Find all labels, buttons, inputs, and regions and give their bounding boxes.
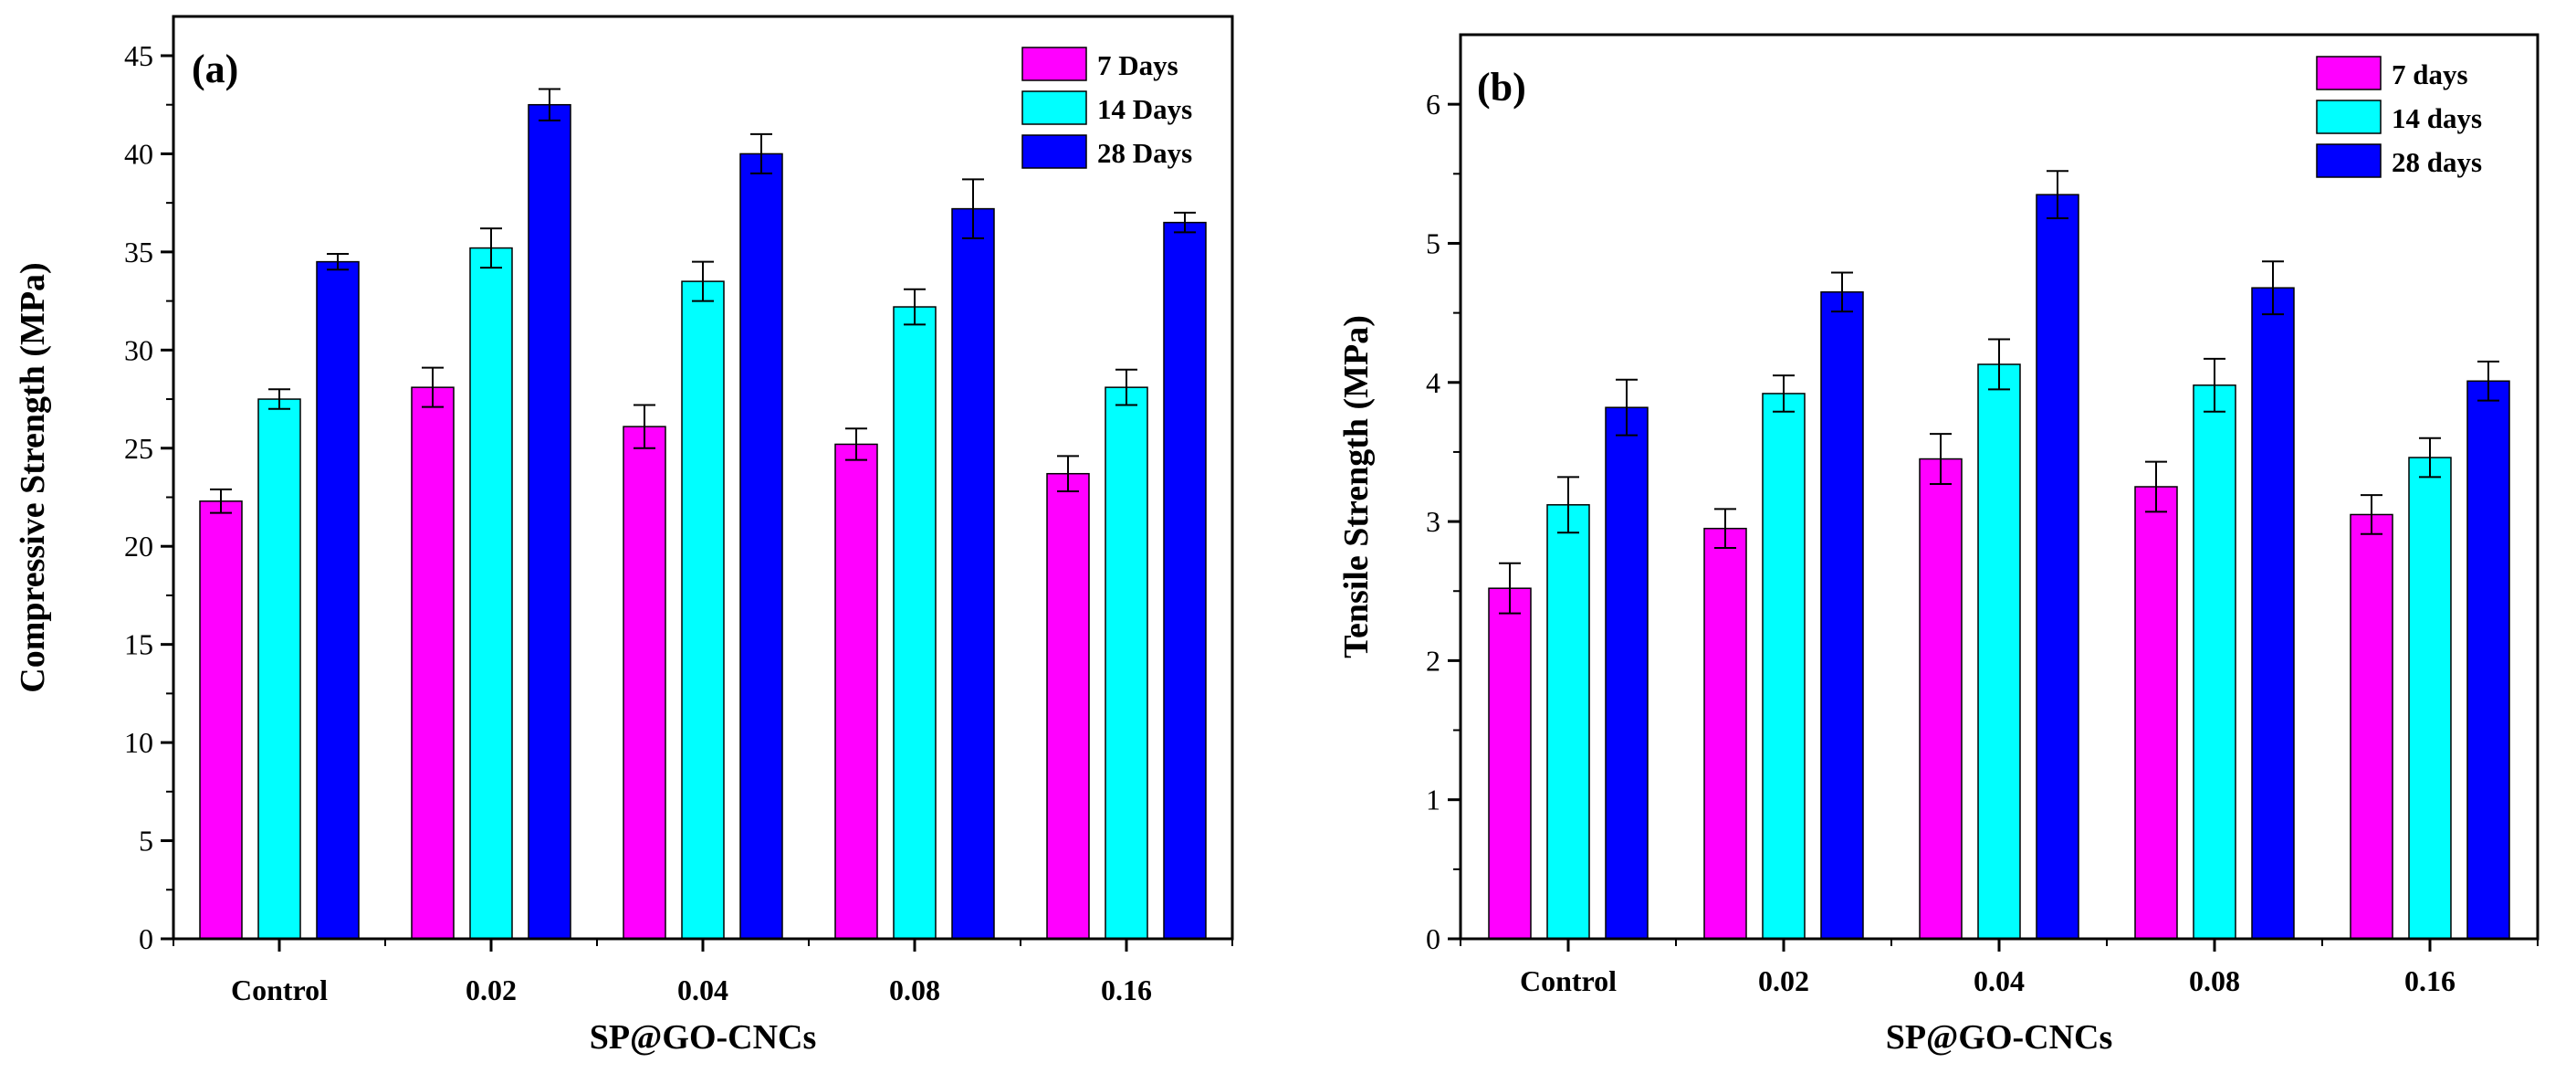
y-tick-label: 10: [124, 726, 153, 759]
panel-label: (a): [192, 47, 238, 91]
bar-14-days: [257, 398, 301, 940]
legend-label: 14 Days: [1097, 93, 1192, 125]
y-tick-label: 30: [124, 333, 153, 366]
y-tick-label: 5: [139, 825, 153, 858]
x-tick-label: 0.04: [677, 973, 728, 1006]
bar-7-days: [1919, 458, 1963, 940]
legend-label: 14 days: [2392, 102, 2482, 134]
x-tick-label: 0.02: [1758, 964, 1809, 997]
legend-label: 7 Days: [1097, 49, 1178, 81]
y-tick-label: 20: [124, 530, 153, 563]
bar-28-days: [1820, 291, 1864, 940]
x-tick-label: 0.16: [1101, 973, 1152, 1006]
x-tick-label: Control: [231, 973, 328, 1006]
y-tick-label: 0: [1426, 922, 1440, 955]
bar-14-days: [2408, 457, 2452, 940]
bar-14-days: [469, 247, 513, 940]
x-tick-label: 0.08: [2189, 964, 2240, 997]
legend-swatch: [2316, 56, 2382, 90]
bar-14-days: [1977, 363, 2021, 940]
bar-7-days: [1046, 472, 1090, 940]
x-tick-label: 0.08: [889, 973, 940, 1006]
bar-28-days: [1605, 406, 1649, 940]
y-axis-title: Tensile Strength (MPa): [1337, 315, 1376, 658]
legend-label: 7 days: [2392, 58, 2468, 90]
bar-28-days: [528, 103, 571, 940]
bar-7-days: [411, 386, 455, 940]
y-tick-label: 0: [139, 922, 153, 955]
bar-14-days: [681, 280, 725, 940]
x-tick-label: 0.04: [1974, 964, 2025, 997]
legend-label: 28 days: [2392, 146, 2482, 178]
y-tick-label: 25: [124, 432, 153, 465]
bar-28-days: [2251, 287, 2295, 940]
bar-7-days: [1703, 527, 1747, 940]
x-axis-title: SP@GO-CNCs: [1886, 1018, 2113, 1057]
legend-swatch: [2316, 143, 2382, 178]
y-tick-label: 6: [1426, 88, 1440, 121]
bar-7-days: [2134, 486, 2178, 940]
y-tick-label: 2: [1426, 644, 1440, 677]
bar-7-days: [1488, 587, 1532, 940]
legend-swatch: [1021, 134, 1087, 169]
bar-14-days: [1762, 393, 1806, 940]
bar-14-days: [2193, 384, 2236, 940]
y-tick-label: 40: [124, 137, 153, 170]
bar-7-days: [834, 443, 878, 940]
y-tick-label: 3: [1426, 505, 1440, 538]
chart-compressive-strength: 0 5 10 15 20 25 30 35 40 45 Control 0.02 0.04 0.08 0.1…: [14, 15, 1234, 1057]
legend-swatch: [1021, 90, 1087, 125]
bar-28-days: [316, 260, 360, 940]
y-tick-label: 5: [1426, 226, 1440, 259]
y-axis-title: Compressive Strength (MPa): [14, 262, 52, 692]
y-tick-label: 15: [124, 628, 153, 661]
y-tick-label: 4: [1426, 366, 1440, 399]
bar-14-days: [1105, 386, 1148, 940]
x-tick-label: 0.02: [466, 973, 517, 1006]
panel-label: (b): [1477, 65, 1526, 110]
legend-swatch: [2316, 100, 2382, 134]
bar-7-days: [199, 500, 243, 940]
x-axis-title: SP@GO-CNCs: [590, 1018, 817, 1057]
legend-swatch: [1021, 47, 1087, 81]
bar-28-days: [1163, 221, 1207, 940]
y-tick-label: 1: [1426, 784, 1440, 816]
bar-7-days: [623, 426, 666, 940]
bar-14-days: [893, 306, 937, 940]
x-tick-label: 0.16: [2404, 964, 2456, 997]
y-tick-label: 35: [124, 236, 153, 268]
bar-28-days: [2466, 380, 2510, 940]
chart-tensile-strength: 0 1 2 3 4 5 6 Control 0.02 0.04 0.08 0.16 Tensile St…: [1337, 33, 2539, 1057]
bar-28-days: [739, 153, 783, 940]
bar-28-days: [2036, 194, 2079, 940]
legend-label: 28 Days: [1097, 137, 1192, 169]
bar-7-days: [2350, 513, 2393, 940]
y-tick-label: 45: [124, 39, 153, 72]
x-tick-label: Control: [1520, 964, 1617, 997]
bar-14-days: [1546, 504, 1590, 940]
bar-28-days: [951, 207, 995, 940]
